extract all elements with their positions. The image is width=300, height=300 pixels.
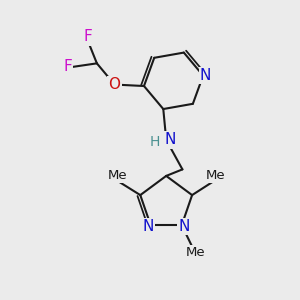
Text: O: O <box>109 77 121 92</box>
Text: N: N <box>200 68 211 83</box>
Text: Me: Me <box>108 169 127 182</box>
Text: H: H <box>150 135 160 149</box>
Text: Me: Me <box>186 246 206 260</box>
Text: Me: Me <box>205 169 225 182</box>
Text: N: N <box>164 132 176 147</box>
Text: F: F <box>63 59 72 74</box>
Text: F: F <box>84 29 92 44</box>
Text: N: N <box>142 219 154 234</box>
Text: N: N <box>178 219 190 234</box>
